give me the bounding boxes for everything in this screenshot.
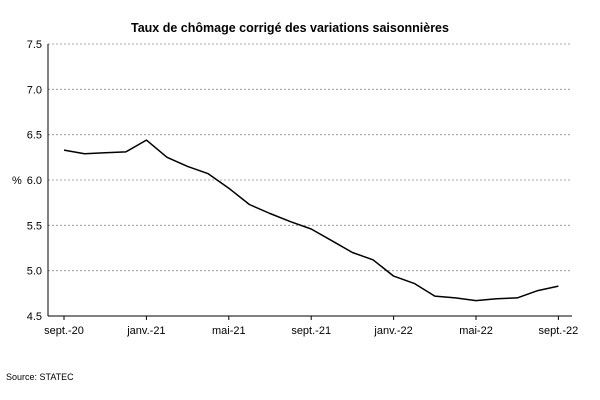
y-tick-label: 6.0: [27, 175, 42, 187]
y-tick-label: 7.0: [27, 84, 42, 96]
series-group: [63, 139, 559, 302]
x-axis: sept.-20 janv.-21 mai-21 sept.-21 janv.-22 ma…: [44, 315, 579, 337]
y-axis-label: %: [12, 175, 22, 187]
x-tick-label: sept.-20: [44, 325, 84, 337]
x-tick-label: janv.-21: [126, 325, 165, 337]
gridlines: [48, 43, 572, 272]
y-axis: 7.5 7.0 6.5 6.0 5.5 5.0 4.5: [27, 39, 49, 323]
y-tick-label: 7.5: [27, 39, 42, 51]
x-tick-label: mai-22: [459, 325, 493, 337]
x-tick-label: sept.-21: [291, 325, 331, 337]
x-tick-label: janv.-22: [373, 325, 412, 337]
y-tick-label: 4.5: [27, 311, 42, 323]
x-tick-label: sept.-22: [539, 325, 579, 337]
series-line: [63, 139, 559, 302]
source-note: Source: STATEC: [6, 372, 74, 382]
y-tick-label: 5.0: [27, 266, 42, 278]
x-tick-label: mai-21: [212, 325, 246, 337]
y-tick-label: 5.5: [27, 220, 42, 232]
y-tick-label: 6.5: [27, 130, 42, 142]
chart-title: Taux de chômage corrigé des variations s…: [131, 21, 449, 35]
